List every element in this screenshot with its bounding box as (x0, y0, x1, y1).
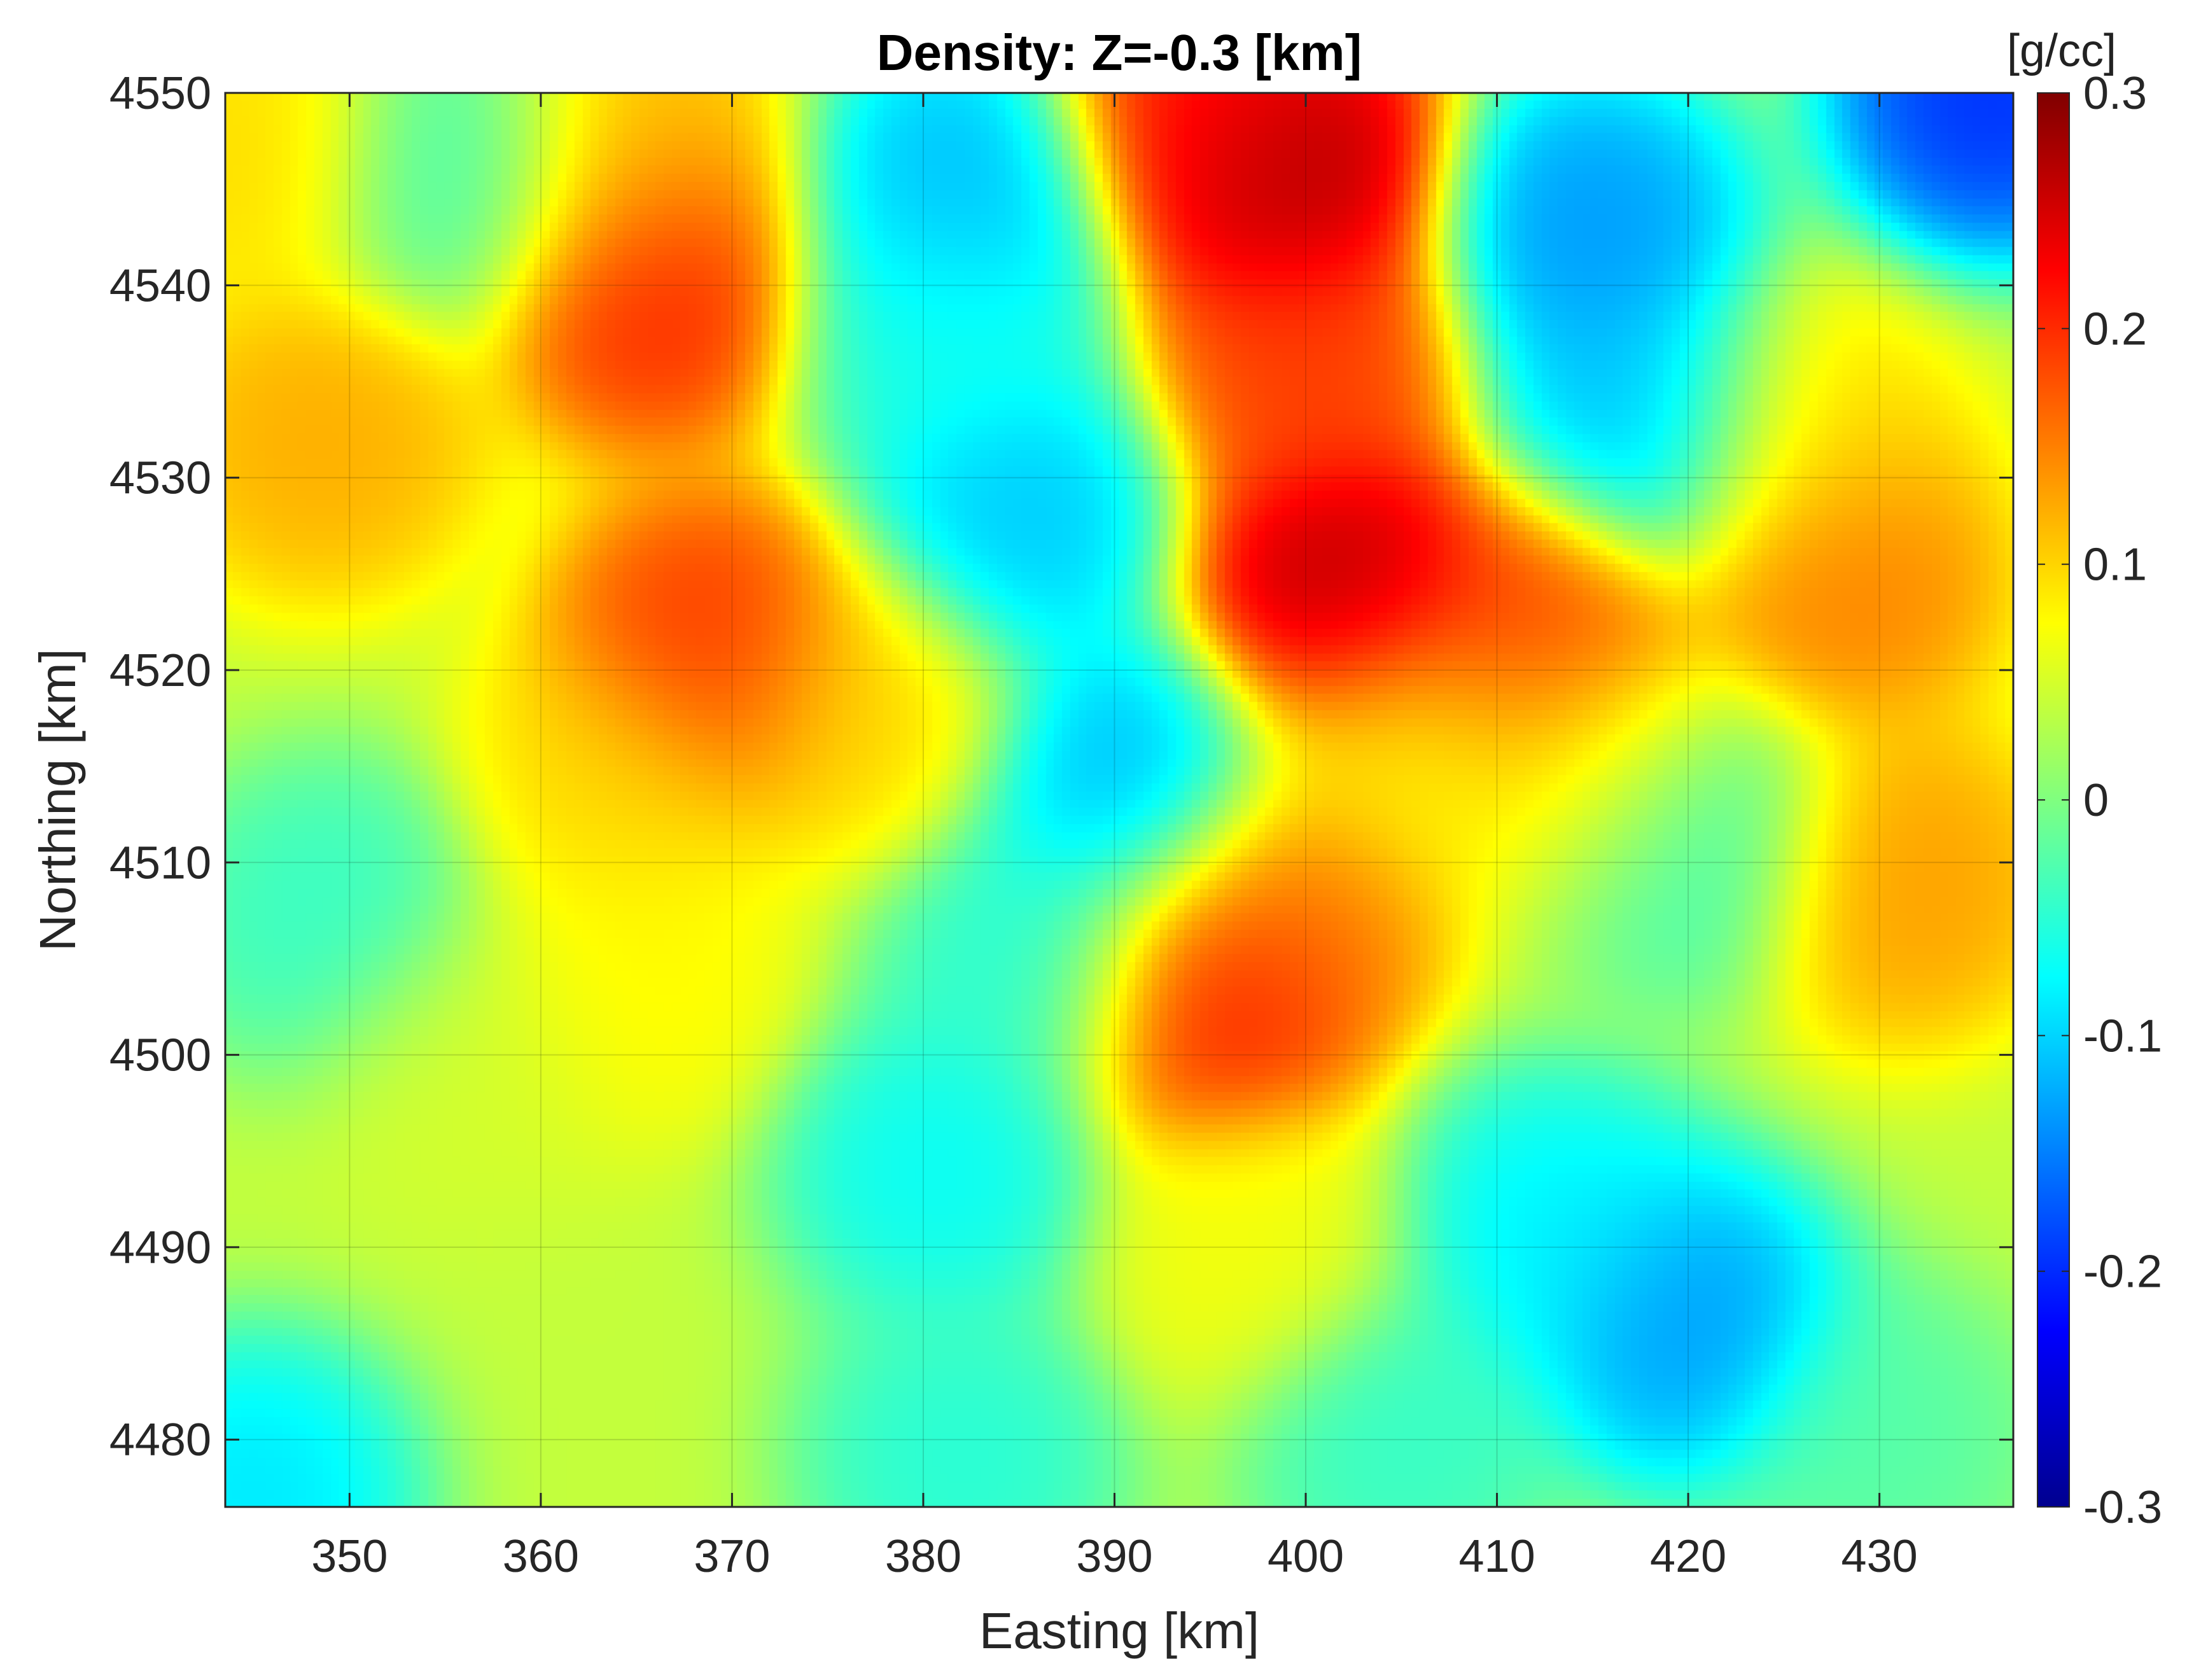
y-tick-label: 4500 (109, 1030, 211, 1081)
x-tick-label: 390 (1076, 1531, 1152, 1582)
colorbar-tick-label: -0.3 (2083, 1482, 2162, 1533)
colorbar-tick-label: 0.2 (2083, 304, 2147, 354)
x-tick-label: 360 (503, 1531, 579, 1582)
x-tick-label: 400 (1268, 1531, 1344, 1582)
colorbar-tick-label: -0.1 (2083, 1011, 2162, 1061)
colorbar-unit-label: [g/cc] (2006, 25, 2117, 76)
x-axis-label: Easting [km] (979, 1602, 1259, 1659)
colorbar-tick-label: 0.3 (2083, 68, 2147, 119)
plot-frame (224, 92, 2015, 1508)
y-tick-label: 4480 (109, 1415, 211, 1466)
x-tick-label: 380 (885, 1531, 961, 1582)
y-axis: 4480 4490 4500 4510 4520 4530 4540 4550 (109, 68, 2013, 1466)
x-axis: 350 360 370 380 390 400 410 420 430 (311, 93, 1918, 1582)
colorbar-ticks: 0.3 0.2 0.1 0 -0.1 -0.2 -0.3 (2037, 68, 2162, 1533)
x-tick-label: 350 (311, 1531, 388, 1582)
heatmap-image-container (225, 93, 2013, 1507)
colorbar-tick-label: 0.1 (2083, 540, 2147, 591)
y-tick-label: 4490 (109, 1222, 211, 1273)
x-tick-label: 430 (1841, 1531, 1918, 1582)
heatmap-image (225, 93, 2013, 1507)
y-tick-label: 4510 (109, 837, 211, 888)
x-tick-label: 410 (1458, 1531, 1535, 1582)
y-tick-label: 4550 (109, 68, 211, 119)
colorbar-tick-label: -0.2 (2083, 1247, 2162, 1298)
y-tick-label: 4520 (109, 645, 211, 696)
y-axis-label: Northing [km] (29, 648, 86, 951)
x-tick-label: 420 (1650, 1531, 1726, 1582)
y-tick-label: 4540 (109, 260, 211, 311)
x-tick-label: 370 (694, 1531, 770, 1582)
colorbar-tick-label: 0 (2083, 775, 2109, 826)
chart-title: Density: Z=-0.3 [km] (876, 24, 1362, 81)
y-tick-label: 4530 (109, 453, 211, 504)
